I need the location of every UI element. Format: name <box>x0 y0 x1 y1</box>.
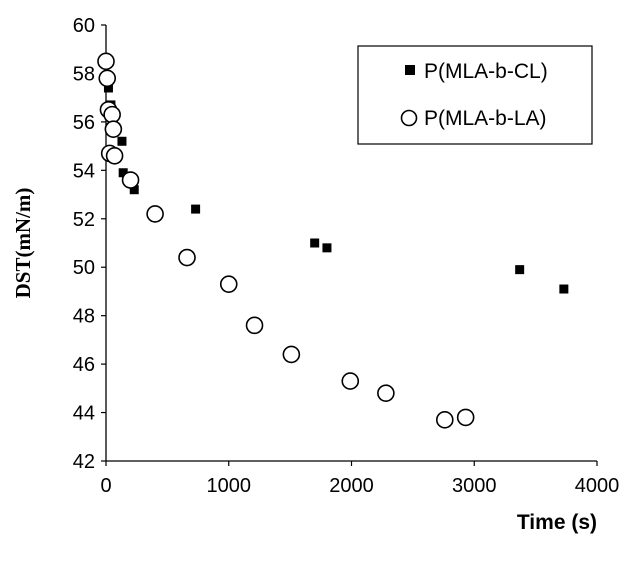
x-tick-label: 0 <box>100 475 111 497</box>
point-p-mla-b-cl <box>559 284 569 294</box>
point-p-mla-b-cl <box>103 83 113 93</box>
y-tick-label: 42 <box>73 451 95 473</box>
point-p-mla-b-la <box>341 372 360 390</box>
y-ticks: 42 44 46 48 50 52 54 56 58 60 <box>73 15 106 473</box>
point-p-mla-b-la <box>97 52 115 71</box>
legend-marker-square <box>405 65 415 75</box>
y-tick-label: 46 <box>73 354 95 376</box>
point-p-mla-b-cl <box>310 238 320 248</box>
x-tick-label: 4000 <box>575 475 620 497</box>
point-p-mla-b-la <box>435 411 454 429</box>
y-tick-label: 60 <box>73 15 95 37</box>
point-p-mla-b-la <box>98 69 117 88</box>
point-p-mla-b-cl <box>515 265 525 275</box>
point-p-mla-b-la <box>146 205 164 223</box>
point-p-mla-b-la <box>377 384 395 402</box>
legend-marker-circle <box>400 109 418 127</box>
y-tick-label: 50 <box>73 257 95 279</box>
x-ticks: 0 1000 2000 3000 4000 <box>100 461 619 497</box>
x-axis-label: Time (s) <box>517 511 597 534</box>
point-p-mla-b-la <box>104 120 123 138</box>
point-p-mla-b-la <box>121 171 140 189</box>
legend-box <box>357 45 593 145</box>
data-marks <box>97 52 569 429</box>
legend-label-series-1: P(MLA-b-CL) <box>424 60 548 83</box>
point-p-mla-b-la <box>282 345 301 364</box>
point-p-mla-b-la <box>105 147 124 165</box>
y-tick-label: 52 <box>73 209 95 231</box>
point-p-mla-b-cl <box>191 204 201 214</box>
legend-label-series-2: P(MLA-b-LA) <box>424 107 547 130</box>
y-tick-label: 48 <box>73 306 95 328</box>
point-p-mla-b-cl <box>322 243 332 253</box>
point-p-mla-b-la <box>219 275 238 293</box>
y-tick-label: 44 <box>73 403 95 425</box>
y-axis-label: DST(mN/m) <box>11 188 35 299</box>
point-p-mla-b-la <box>178 248 196 267</box>
point-p-mla-b-la <box>103 105 121 124</box>
point-p-mla-b-cl <box>118 168 128 178</box>
x-tick-label: 2000 <box>329 475 374 497</box>
legend: P(MLA-b-CL) P(MLA-b-LA) <box>357 45 593 145</box>
y-tick-label: 54 <box>73 160 95 182</box>
point-p-mla-b-la <box>456 408 475 427</box>
point-p-mla-b-la <box>245 316 264 335</box>
y-tick-label: 58 <box>73 63 95 85</box>
x-tick-label: 1000 <box>207 475 252 497</box>
point-p-mla-b-cl <box>129 185 139 195</box>
point-p-mla-b-cl <box>117 136 127 146</box>
x-tick-label: 3000 <box>452 475 497 497</box>
y-tick-label: 56 <box>73 112 95 134</box>
